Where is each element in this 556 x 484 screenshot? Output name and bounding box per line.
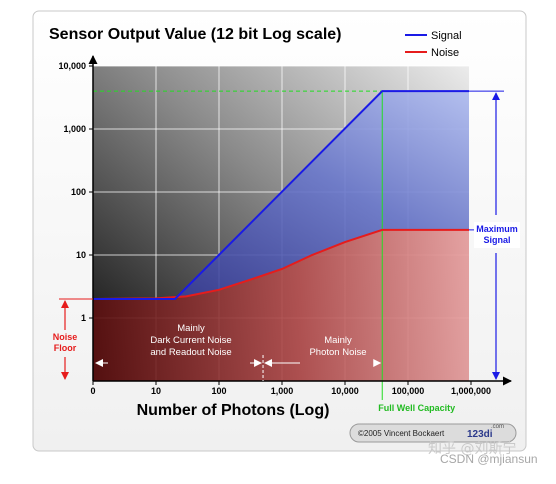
guide-lines bbox=[93, 90, 469, 400]
tick-labels: 0 10 100 1,000 10,000 100,000 1,000,000 1 10 100 1… bbox=[58, 61, 491, 396]
max-signal-label: Maximum Signal bbox=[476, 224, 518, 245]
watermark-csdn: CSDN @mjiansun bbox=[440, 452, 538, 466]
y-tick-label: 1,000 bbox=[63, 124, 86, 134]
noise-area bbox=[93, 229, 469, 381]
credit-badge: ©2005 Vincent Bockaert 123di .com bbox=[349, 423, 517, 443]
signal-area bbox=[93, 91, 469, 299]
x-tick-label: 0 bbox=[90, 386, 95, 396]
credit-logo-suffix: .com bbox=[491, 424, 504, 430]
x-tick-label: 100 bbox=[211, 386, 226, 396]
credit-text: ©2005 Vincent Bockaert bbox=[358, 429, 445, 438]
watermark-zhihu: 知乎 @刘斯宁 bbox=[428, 441, 517, 457]
series-lines bbox=[92, 90, 469, 300]
credit-badge-box bbox=[349, 423, 517, 443]
x-tick-label: 10 bbox=[151, 386, 161, 396]
x-tick-label: 10,000 bbox=[331, 386, 359, 396]
y-tick-label: 1 bbox=[81, 313, 86, 323]
x-tick-label: 100,000 bbox=[392, 386, 425, 396]
legend-label-noise: Noise bbox=[431, 47, 459, 59]
axes bbox=[88, 55, 512, 386]
y-tick-label: 10,000 bbox=[58, 61, 86, 71]
annotations: Noise Floor Maximum Signal Full Well Capacit… bbox=[53, 90, 520, 413]
signal-line bbox=[93, 90, 469, 300]
credit-logo: 123di bbox=[467, 429, 493, 440]
y-tick-label: 100 bbox=[71, 187, 86, 197]
chart-title: Sensor Output Value (12 bit Log scale) bbox=[49, 26, 342, 43]
legend: Signal Noise bbox=[405, 30, 462, 59]
max-signal-label-bg bbox=[474, 222, 520, 248]
noise-line bbox=[92, 228, 469, 300]
x-axis-label: Number of Photons (Log) bbox=[137, 402, 330, 419]
full-well-capacity-label: Full Well Capacity bbox=[378, 403, 455, 413]
region-label-right: Mainly Photon Noise bbox=[309, 335, 366, 358]
x-tick-label: 1,000 bbox=[271, 386, 294, 396]
region-label-left: Mainly Dark Current Noise and Readout Nois… bbox=[150, 323, 231, 358]
noise-floor-label: Noise Floor bbox=[53, 332, 78, 353]
legend-label-signal: Signal bbox=[431, 30, 462, 42]
y-tick-label: 10 bbox=[76, 250, 86, 260]
area-fills bbox=[93, 91, 469, 381]
x-tick-label: 1,000,000 bbox=[451, 386, 491, 396]
